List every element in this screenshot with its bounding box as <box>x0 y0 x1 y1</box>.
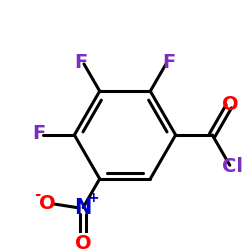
Text: Cl: Cl <box>222 158 243 176</box>
Text: F: F <box>74 53 88 72</box>
Text: O: O <box>39 194 56 213</box>
Text: +: + <box>88 191 100 205</box>
Text: F: F <box>32 124 45 143</box>
Text: O: O <box>75 234 92 250</box>
Text: -: - <box>34 187 41 202</box>
Text: F: F <box>162 53 175 72</box>
Text: O: O <box>222 95 239 114</box>
Text: N: N <box>74 198 92 218</box>
